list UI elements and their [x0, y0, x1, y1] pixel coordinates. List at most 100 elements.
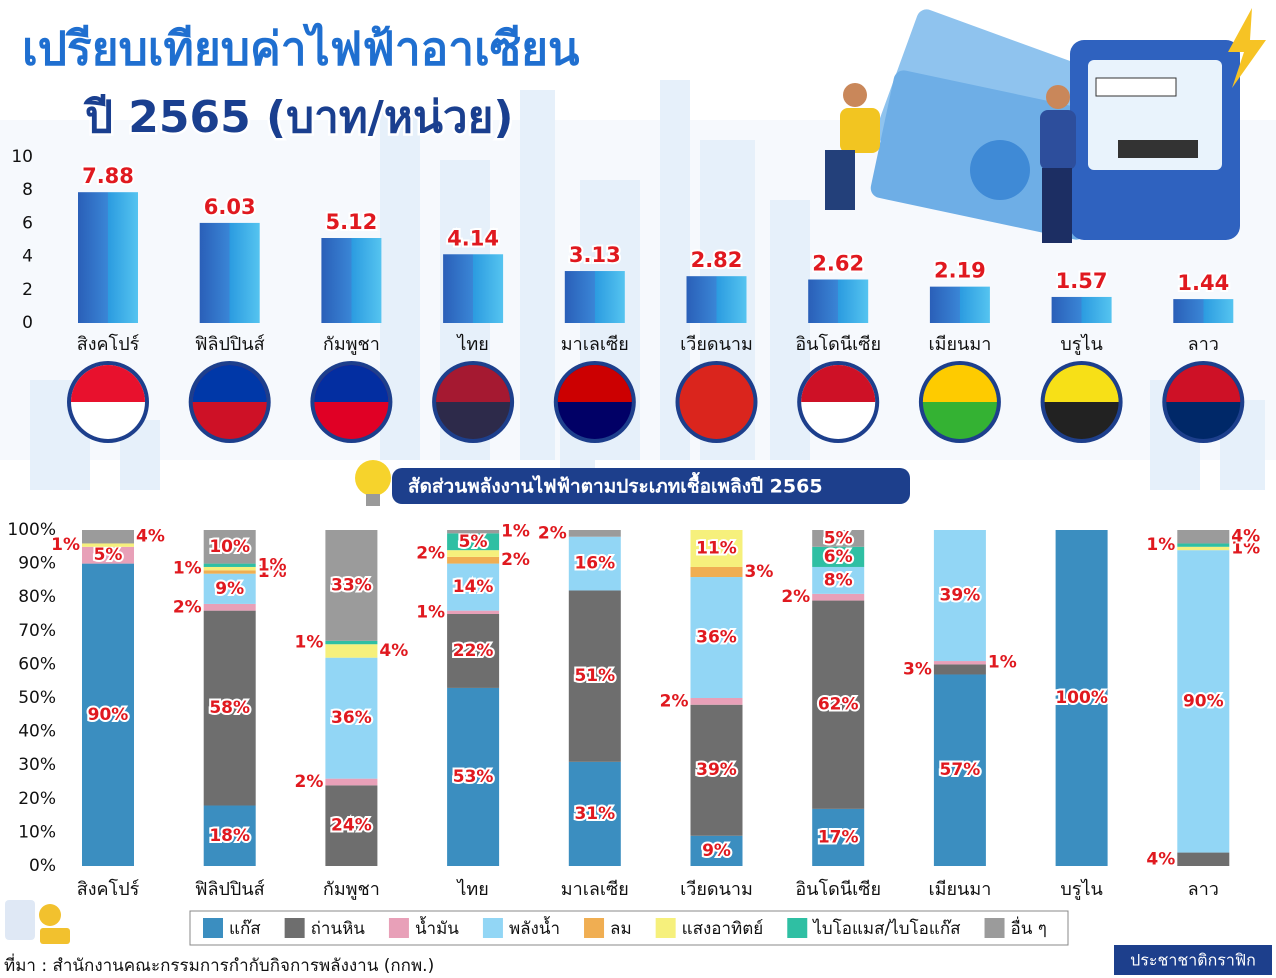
legend-swatch [984, 918, 1005, 938]
x-tick-label: เมียนมา [928, 334, 991, 355]
bar-segment [1177, 852, 1230, 866]
credit-box [1114, 945, 1272, 975]
data-label: 39% [940, 586, 981, 606]
y-tick-label: 60% [18, 654, 56, 674]
data-label: 11% [696, 538, 737, 558]
x-tick-label: สิงคโปร์ [77, 333, 140, 355]
data-label: 17% [818, 827, 859, 847]
bar [686, 276, 747, 323]
data-label: 1% [1146, 535, 1175, 555]
data-label: 5% [94, 545, 123, 565]
legend-label: พลังน้ำ [509, 916, 560, 939]
flag-half [71, 365, 145, 402]
legend-swatch [482, 918, 503, 938]
data-label: 1% [295, 633, 324, 653]
bar-segment [203, 563, 256, 567]
x-tick-label: ไทย [455, 878, 488, 900]
legend-swatch [284, 918, 305, 938]
data-label: 6.03 [204, 195, 256, 219]
x-tick-label: อินโดนีเซีย [795, 333, 881, 355]
bar-segment [447, 563, 500, 611]
data-label: 33% [331, 575, 372, 595]
bar-segment [690, 698, 743, 705]
y-tick-label: 40% [18, 722, 56, 742]
bar-segment [447, 614, 500, 688]
bar-segment [1177, 546, 1230, 551]
banner [355, 460, 910, 506]
data-label: 10% [209, 537, 250, 557]
data-label: 2% [781, 587, 810, 607]
flag-half [1166, 365, 1241, 402]
data-label: 9% [702, 841, 731, 861]
data-label: 57% [940, 760, 981, 780]
data-label: 1.44 [1177, 271, 1229, 295]
bar-segment [325, 778, 378, 786]
bar-segment [447, 687, 500, 866]
coin-icon [5, 900, 70, 944]
flag-half [922, 365, 997, 402]
bar-segment [325, 640, 378, 645]
source: ที่มา : สำนักงานคณะกรรมการกำกับกิจการพลั… [4, 953, 434, 976]
bar-segment [812, 530, 865, 547]
data-label: 62% [818, 695, 859, 715]
bar [199, 222, 260, 323]
legend-swatch [584, 918, 605, 938]
data-label: 1% [173, 559, 202, 579]
data-label: 6% [824, 547, 853, 567]
y-tick-label: 70% [18, 621, 56, 641]
data-label: 2% [416, 544, 445, 564]
data-label: 2.82 [691, 248, 743, 272]
bar-segment [203, 805, 256, 866]
bar-segment [82, 530, 134, 544]
data-label: 3% [903, 659, 932, 679]
legend-label: ไบโอแมส/ไบโอแก๊ส [811, 918, 961, 939]
x-tick-label: ลาว [1188, 879, 1219, 900]
flag-half [192, 365, 267, 402]
flag-half [436, 365, 511, 402]
data-label: 51% [574, 666, 615, 686]
x-tick-label: เมียนมา [928, 879, 991, 900]
bar-segment [325, 644, 378, 658]
x-tick-label: กัมพูชา [323, 334, 380, 355]
data-label: 24% [331, 816, 372, 836]
data-label: 53% [453, 767, 494, 787]
bar-segment [933, 661, 986, 665]
data-label: 90% [88, 705, 129, 725]
data-label: 2% [501, 550, 530, 570]
bar-segment [933, 530, 986, 662]
bar-segment [812, 600, 865, 809]
legend-label: ถ่านหิน [311, 919, 366, 939]
x-tick-label: สิงคโปร์ [77, 878, 140, 900]
legend-swatch [203, 918, 223, 938]
data-label: 8% [824, 570, 853, 590]
legend-label: อื่น ๆ [1011, 916, 1047, 939]
data-label: 3% [745, 562, 774, 582]
data-label: 4% [136, 527, 165, 547]
y-tick-label: 30% [18, 755, 56, 775]
y-tick-label: 10 [11, 147, 33, 167]
flag-half [679, 365, 754, 402]
legend-label: ลม [610, 919, 632, 939]
bar-segment [568, 530, 621, 537]
data-label: 5% [459, 532, 488, 552]
x-tick-label: บรูไน [1060, 878, 1102, 900]
bar-segment [690, 530, 743, 567]
legend-swatch [787, 918, 808, 938]
x-tick-label: บรูไน [1060, 333, 1102, 355]
data-label: 100% [1055, 688, 1108, 708]
bar [78, 192, 138, 323]
data-label: 16% [574, 554, 615, 574]
y-tick-label: 80% [18, 587, 56, 607]
data-label: 3.13 [569, 243, 621, 267]
data-label: 1% [416, 602, 445, 622]
data-label: 22% [453, 641, 494, 661]
bar [808, 279, 869, 323]
bar-segment [1177, 550, 1230, 853]
bar-segment [568, 590, 621, 762]
y-tick-label: 10% [18, 822, 56, 842]
y-tick-label: 0 [22, 313, 33, 333]
bar-segment [325, 530, 378, 641]
legend-swatch [655, 918, 676, 938]
bar [1173, 299, 1234, 323]
bar-segment [568, 761, 621, 866]
